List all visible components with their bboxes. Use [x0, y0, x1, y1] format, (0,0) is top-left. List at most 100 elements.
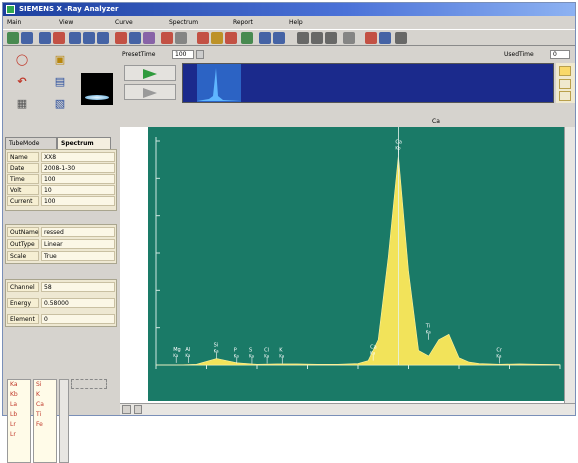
- right-panel: PresetTime 100 UsedTime 0 Ca: [120, 49, 575, 415]
- field-volt: Volt 10: [7, 185, 115, 195]
- title-bar: SIEMENS X -Ray Analyzer: [3, 3, 575, 16]
- tool-icon[interactable]: [39, 32, 51, 44]
- vertical-scrollbar[interactable]: [564, 127, 575, 403]
- sample-preview: [81, 73, 113, 105]
- list-item[interactable]: [34, 430, 56, 440]
- chart-icon[interactable]: ▧: [54, 97, 66, 110]
- chart-icon[interactable]: [129, 32, 141, 44]
- list-item[interactable]: La: [10, 401, 18, 408]
- scroll-left-icon[interactable]: [122, 405, 131, 414]
- chart-header-label: Ca: [432, 118, 440, 125]
- element-input[interactable]: [71, 379, 107, 389]
- chart-icon[interactable]: ▤: [54, 75, 66, 88]
- menu-bar: Main View Curve Spectrum Report Help: [3, 17, 575, 28]
- ruler-marker[interactable]: [559, 79, 571, 89]
- menu-report[interactable]: Report: [233, 19, 253, 26]
- peak-sublabel: Ka: [426, 330, 432, 335]
- spectrum-overview[interactable]: [182, 63, 554, 103]
- window-title: SIEMENS X -Ray Analyzer: [19, 5, 119, 13]
- peak-sublabel: Kb: [395, 145, 401, 150]
- menu-spectrum[interactable]: Spectrum: [169, 19, 199, 26]
- field-energy: Energy 0.58000: [7, 298, 115, 308]
- table-icon[interactable]: [69, 32, 81, 44]
- list-item[interactable]: Lr: [10, 431, 16, 438]
- spectrum-chart[interactable]: Mg Ka Al Ka Si Ka P Ka S Ka Cl Ka K Ka Ca Ka Ca Kb Ti Ka Cr K…: [148, 127, 572, 401]
- peak-label: Si: [214, 342, 219, 348]
- list-icon[interactable]: [259, 32, 271, 44]
- peak-label: Mg: [173, 347, 181, 353]
- field-scale: Scale True: [7, 251, 115, 261]
- peak-label: Cr: [496, 348, 502, 354]
- document-icon[interactable]: ▦: [16, 97, 28, 110]
- peak-label: Al: [185, 347, 190, 353]
- print-icon[interactable]: [297, 32, 309, 44]
- toolbar: [3, 29, 575, 46]
- display-icon[interactable]: [21, 32, 33, 44]
- overview-window[interactable]: [197, 64, 241, 102]
- field-name: Name XX8: [7, 152, 115, 162]
- arrow-icon[interactable]: ↶: [17, 75, 27, 88]
- peak-sublabel: Ka: [370, 351, 376, 356]
- used-time-input[interactable]: 0: [550, 50, 570, 59]
- list-item[interactable]: Lr: [10, 421, 16, 428]
- preset-time-label: PresetTime: [122, 51, 156, 58]
- help-icon[interactable]: [395, 32, 407, 44]
- field-outname: OutName ressed: [7, 227, 115, 237]
- left-panel: ◯ ▣ ↶ ▤ ▦ ▧ TubeMode Spectrum Name XX8 Da…: [5, 49, 117, 463]
- list-item[interactable]: K: [36, 391, 40, 398]
- tab-tubemode[interactable]: TubeMode: [5, 137, 57, 149]
- book-icon[interactable]: [241, 32, 253, 44]
- field-date: Date 2008-1-30: [7, 163, 115, 173]
- element-column[interactable]: Si K Ca Ti Fe: [33, 379, 57, 463]
- preset-spin-icon[interactable]: [196, 50, 204, 59]
- settings-icon[interactable]: [211, 32, 223, 44]
- chart-icon[interactable]: [53, 32, 65, 44]
- ruler-marker[interactable]: [559, 91, 571, 101]
- list-item[interactable]: Kb: [10, 391, 18, 398]
- preset-time-input[interactable]: 100: [172, 50, 194, 59]
- image-icon[interactable]: [143, 32, 155, 44]
- cube-icon[interactable]: [225, 32, 237, 44]
- print-icon[interactable]: [311, 32, 323, 44]
- stop-button[interactable]: [124, 84, 176, 100]
- refresh-icon[interactable]: [197, 32, 209, 44]
- page-icon[interactable]: [175, 32, 187, 44]
- cube-icon[interactable]: ▣: [54, 53, 66, 66]
- list-icon[interactable]: [273, 32, 285, 44]
- scroll-thumb[interactable]: [134, 405, 142, 414]
- tool-icon[interactable]: [115, 32, 127, 44]
- horizontal-scrollbar[interactable]: [120, 403, 575, 415]
- peak-sublabel: Ka: [496, 354, 502, 359]
- list-item[interactable]: Ca: [36, 401, 44, 408]
- menu-main[interactable]: Main: [7, 19, 22, 26]
- line-column[interactable]: Ka Kb La Lb Lr Lr: [7, 379, 31, 463]
- peak-label: K: [279, 348, 283, 354]
- tab-spectrum[interactable]: Spectrum: [57, 137, 111, 149]
- ruler-marker[interactable]: [559, 66, 571, 76]
- list-item[interactable]: Fe: [36, 421, 43, 428]
- document-icon[interactable]: [343, 32, 355, 44]
- list-item[interactable]: Ka: [10, 381, 18, 388]
- settings-icon[interactable]: [379, 32, 391, 44]
- alert-icon[interactable]: [161, 32, 173, 44]
- list-item[interactable]: Lb: [10, 411, 18, 418]
- peak-sublabel: Ka: [264, 354, 270, 359]
- table-icon[interactable]: [97, 32, 109, 44]
- play-icon: [143, 69, 157, 79]
- settings-icon[interactable]: [7, 32, 19, 44]
- start-button[interactable]: [124, 65, 176, 81]
- list-item[interactable]: Si: [36, 381, 42, 388]
- menu-curve[interactable]: Curve: [115, 19, 133, 26]
- gear-icon[interactable]: [365, 32, 377, 44]
- menu-help[interactable]: Help: [289, 19, 303, 26]
- peak-label: Ca: [370, 345, 377, 351]
- list-item[interactable]: Ti: [36, 411, 42, 418]
- side-ruler: [556, 63, 575, 103]
- table-icon[interactable]: [83, 32, 95, 44]
- target-icon[interactable]: ◯: [15, 53, 29, 66]
- print-icon[interactable]: [325, 32, 337, 44]
- list-scrollbar[interactable]: [59, 379, 69, 463]
- chart-header: Ca: [120, 117, 575, 127]
- menu-view[interactable]: View: [59, 19, 74, 26]
